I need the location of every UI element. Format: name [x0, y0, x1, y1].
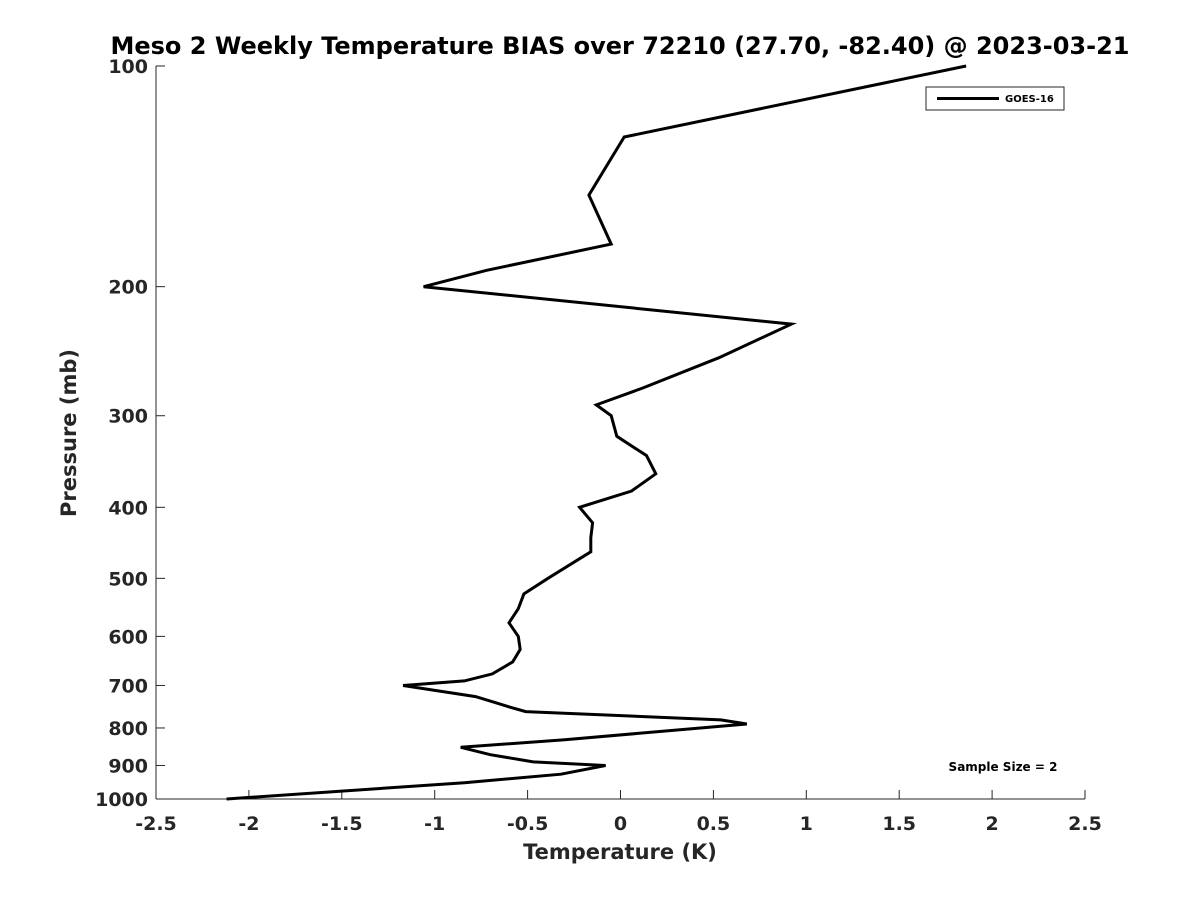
chart-title: Meso 2 Weekly Temperature BIAS over 7221… [110, 32, 1129, 60]
plot-frame [156, 66, 1085, 799]
y-axis-ticks: 100 200 300 400 500 600 700 800 900 1000 [95, 56, 165, 811]
y-tick-label: 200 [108, 277, 148, 299]
y-tick-label: 400 [108, 497, 148, 519]
x-axis-ticks: -2.5 -2 -1.5 -1 -0.5 0 0.5 1 1.5 2 2.5 [135, 790, 1102, 835]
plot-area: -2.5 -2 -1.5 -1 -0.5 0 0.5 1 1.5 2 2.5 100 200 300 40… [95, 56, 1102, 835]
y-tick-label: 900 [108, 755, 148, 777]
x-tick-label: -2.5 [135, 813, 177, 835]
x-axis-label: Temperature (K) [523, 840, 717, 864]
series-line-goes16 [226, 64, 967, 801]
x-tick-label: 1.5 [882, 813, 916, 835]
legend-entry-goes16: GOES-16 [1005, 94, 1054, 105]
x-tick-label: 1 [800, 813, 813, 835]
x-tick-label: -0.5 [507, 813, 549, 835]
y-axis-label: Pressure (mb) [57, 349, 81, 517]
y-tick-label: 300 [108, 406, 148, 428]
y-tick-label: 600 [108, 626, 148, 648]
y-tick-label: 1000 [95, 789, 148, 811]
x-tick-label: 0 [614, 813, 627, 835]
y-tick-label: 100 [108, 56, 148, 78]
x-tick-label: 2 [985, 813, 998, 835]
x-tick-label: 0.5 [697, 813, 731, 835]
y-tick-label: 700 [108, 675, 148, 697]
x-tick-label: -1 [424, 813, 445, 835]
x-tick-label: 2.5 [1068, 813, 1102, 835]
x-tick-label: -1.5 [321, 813, 363, 835]
x-tick-label: -2 [238, 813, 259, 835]
y-tick-label: 800 [108, 718, 148, 740]
legend: GOES-16 [925, 86, 1065, 111]
y-tick-label: 500 [108, 568, 148, 590]
series-layer [226, 64, 967, 801]
sample-size-annotation: Sample Size = 2 [949, 760, 1058, 774]
